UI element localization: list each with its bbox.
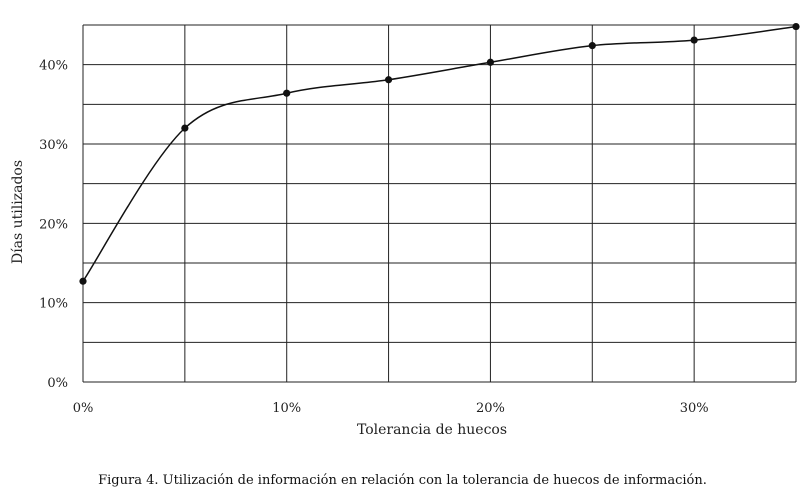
data-point xyxy=(792,22,800,31)
data-point xyxy=(384,76,393,84)
y-tick-label: 40% xyxy=(39,59,68,74)
data-point xyxy=(588,42,596,50)
x-tick-label: 0% xyxy=(73,401,94,416)
tick-labels: 0% 10% 20% 30% 0% 10% 20% 30% 40% xyxy=(39,59,709,416)
x-tick-label: 10% xyxy=(272,401,301,416)
series xyxy=(79,22,800,285)
y-axis-label: Días utilizados xyxy=(10,160,26,264)
y-tick-label: 20% xyxy=(39,217,68,232)
data-point xyxy=(283,89,291,97)
x-tick-label: 20% xyxy=(476,401,505,416)
x-axis-label: Tolerancia de huecos xyxy=(357,422,507,438)
data-point xyxy=(181,124,189,132)
figure-caption: Figura 4. Utilización de información en … xyxy=(98,473,707,488)
x-tick-label: 30% xyxy=(680,401,709,416)
data-point xyxy=(486,58,495,66)
y-tick-label: 30% xyxy=(39,138,68,153)
data-point xyxy=(79,277,87,285)
data-point xyxy=(690,36,698,44)
y-tick-label: 0% xyxy=(47,376,68,391)
y-tick-label: 10% xyxy=(39,297,68,312)
grid xyxy=(82,24,797,383)
